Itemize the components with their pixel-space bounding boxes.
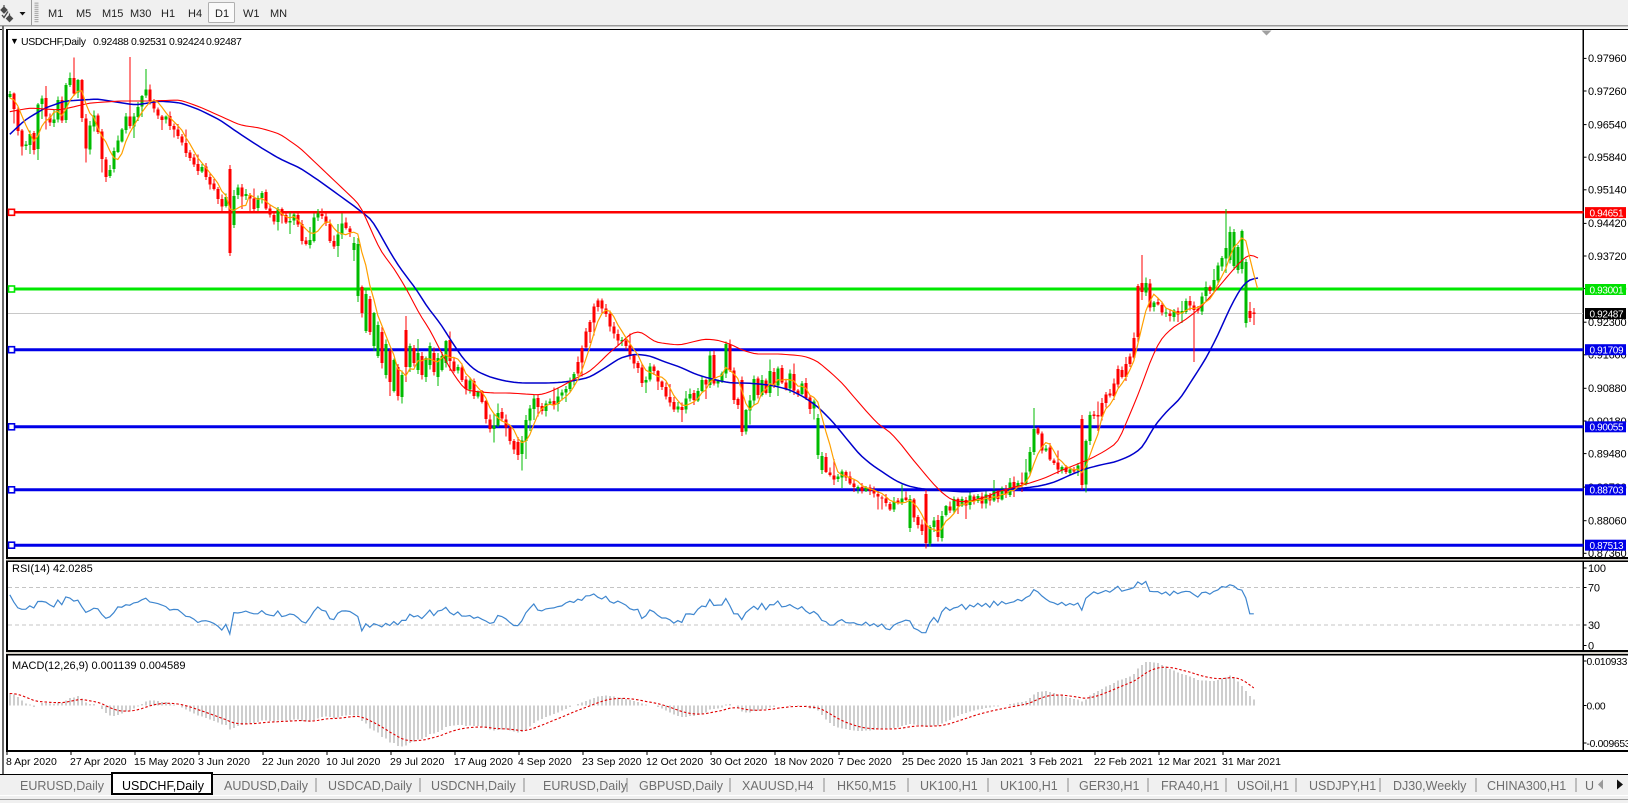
svg-text:GBPUSD,Daily: GBPUSD,Daily	[639, 779, 724, 793]
svg-text:M5: M5	[76, 8, 91, 20]
svg-text:D1: D1	[215, 8, 229, 20]
svg-text:UK100,H1: UK100,H1	[1000, 779, 1058, 793]
svg-text:100: 100	[1588, 563, 1606, 575]
svg-text:M30: M30	[130, 8, 151, 20]
svg-text:18 Nov 2020: 18 Nov 2020	[774, 756, 834, 768]
svg-text:0.00: 0.00	[1587, 701, 1606, 712]
svg-text:27 Apr 2020: 27 Apr 2020	[70, 756, 127, 768]
svg-text:0.97960: 0.97960	[1588, 53, 1626, 65]
svg-text:8 Apr 2020: 8 Apr 2020	[6, 756, 57, 768]
svg-text:22 Feb 2021: 22 Feb 2021	[1094, 756, 1153, 768]
svg-text:USDJPY,H1: USDJPY,H1	[1309, 779, 1376, 793]
svg-text:0.92488: 0.92488	[93, 36, 129, 48]
svg-text:U: U	[1585, 779, 1594, 793]
svg-text:UK100,H1: UK100,H1	[920, 779, 978, 793]
svg-text:0.92531: 0.92531	[131, 36, 167, 48]
svg-text:AUDUSD,Daily: AUDUSD,Daily	[224, 779, 309, 793]
svg-text:15 May 2020: 15 May 2020	[134, 756, 195, 768]
svg-text:0.92424: 0.92424	[169, 36, 205, 48]
svg-text:0.94651: 0.94651	[1590, 208, 1624, 219]
svg-text:29 Jul 2020: 29 Jul 2020	[390, 756, 444, 768]
svg-text:4 Sep 2020: 4 Sep 2020	[518, 756, 572, 768]
svg-text:0.010933: 0.010933	[1587, 657, 1628, 668]
svg-text:USDCAD,Daily: USDCAD,Daily	[328, 779, 413, 793]
svg-text:MN: MN	[270, 8, 287, 20]
svg-text:HK50,M15: HK50,M15	[837, 779, 896, 793]
svg-text:15 Jan 2021: 15 Jan 2021	[966, 756, 1024, 768]
svg-text:W1: W1	[243, 8, 260, 20]
svg-text:USDCHF,Daily: USDCHF,Daily	[21, 36, 87, 48]
svg-text:22 Jun 2020: 22 Jun 2020	[262, 756, 320, 768]
svg-text:EURUSD,Daily: EURUSD,Daily	[543, 779, 628, 793]
svg-text:0.92300: 0.92300	[1588, 317, 1626, 329]
svg-text:0.90880: 0.90880	[1588, 383, 1626, 395]
svg-text:RSI(14) 42.0285: RSI(14) 42.0285	[12, 563, 93, 575]
svg-text:12 Mar 2021: 12 Mar 2021	[1158, 756, 1217, 768]
svg-text:0.94420: 0.94420	[1588, 218, 1626, 230]
svg-text:0.92487: 0.92487	[206, 36, 242, 48]
svg-text:31 Mar 2021: 31 Mar 2021	[1222, 756, 1281, 768]
svg-text:H4: H4	[188, 8, 202, 20]
svg-text:3 Jun 2020: 3 Jun 2020	[198, 756, 250, 768]
svg-text:USDCNH,Daily: USDCNH,Daily	[431, 779, 516, 793]
svg-text:0.95140: 0.95140	[1588, 185, 1626, 197]
svg-text:GER30,H1: GER30,H1	[1079, 779, 1139, 793]
svg-text:17 Aug 2020: 17 Aug 2020	[454, 756, 513, 768]
svg-text:0.88060: 0.88060	[1588, 516, 1626, 528]
svg-text:H1: H1	[161, 8, 175, 20]
svg-text:M1: M1	[48, 8, 63, 20]
svg-text:0.92487: 0.92487	[1590, 309, 1624, 320]
svg-text:EURUSD,Daily: EURUSD,Daily	[20, 779, 105, 793]
svg-text:0.89480: 0.89480	[1588, 448, 1626, 460]
svg-text:-0.009653: -0.009653	[1587, 739, 1628, 750]
svg-text:12 Oct 2020: 12 Oct 2020	[646, 756, 703, 768]
svg-text:0: 0	[1588, 640, 1594, 652]
svg-text:25 Dec 2020: 25 Dec 2020	[902, 756, 962, 768]
svg-text:30: 30	[1588, 620, 1600, 632]
svg-text:0.96540: 0.96540	[1588, 119, 1626, 131]
svg-text:0.87360: 0.87360	[1588, 548, 1626, 560]
svg-text:MACD(12,26,9) 0.001139 0.00458: MACD(12,26,9) 0.001139 0.004589	[12, 660, 185, 672]
svg-text:USOil,H1: USOil,H1	[1237, 779, 1289, 793]
svg-text:7 Dec 2020: 7 Dec 2020	[838, 756, 892, 768]
svg-text:0.93001: 0.93001	[1590, 285, 1624, 296]
svg-text:XAUUSD,H4: XAUUSD,H4	[742, 779, 814, 793]
svg-text:0.95840: 0.95840	[1588, 152, 1626, 164]
svg-text:0.90055: 0.90055	[1590, 423, 1624, 434]
svg-text:0.88703: 0.88703	[1590, 486, 1624, 497]
svg-text:▼: ▼	[10, 36, 19, 46]
svg-text:0.91709: 0.91709	[1590, 346, 1624, 357]
svg-text:10 Jul 2020: 10 Jul 2020	[326, 756, 380, 768]
svg-text:DJ30,Weekly: DJ30,Weekly	[1393, 779, 1467, 793]
svg-text:FRA40,H1: FRA40,H1	[1161, 779, 1219, 793]
svg-text:USDCHF,Daily: USDCHF,Daily	[122, 779, 205, 793]
svg-text:0.97260: 0.97260	[1588, 86, 1626, 98]
svg-text:30 Oct 2020: 30 Oct 2020	[710, 756, 767, 768]
svg-text:23 Sep 2020: 23 Sep 2020	[582, 756, 642, 768]
svg-text:3 Feb 2021: 3 Feb 2021	[1030, 756, 1083, 768]
svg-text:0.87513: 0.87513	[1590, 541, 1624, 552]
svg-text:0.93720: 0.93720	[1588, 251, 1626, 263]
svg-text:CHINA300,H1: CHINA300,H1	[1487, 779, 1566, 793]
svg-text:70: 70	[1588, 582, 1600, 594]
svg-text:M15: M15	[102, 8, 123, 20]
